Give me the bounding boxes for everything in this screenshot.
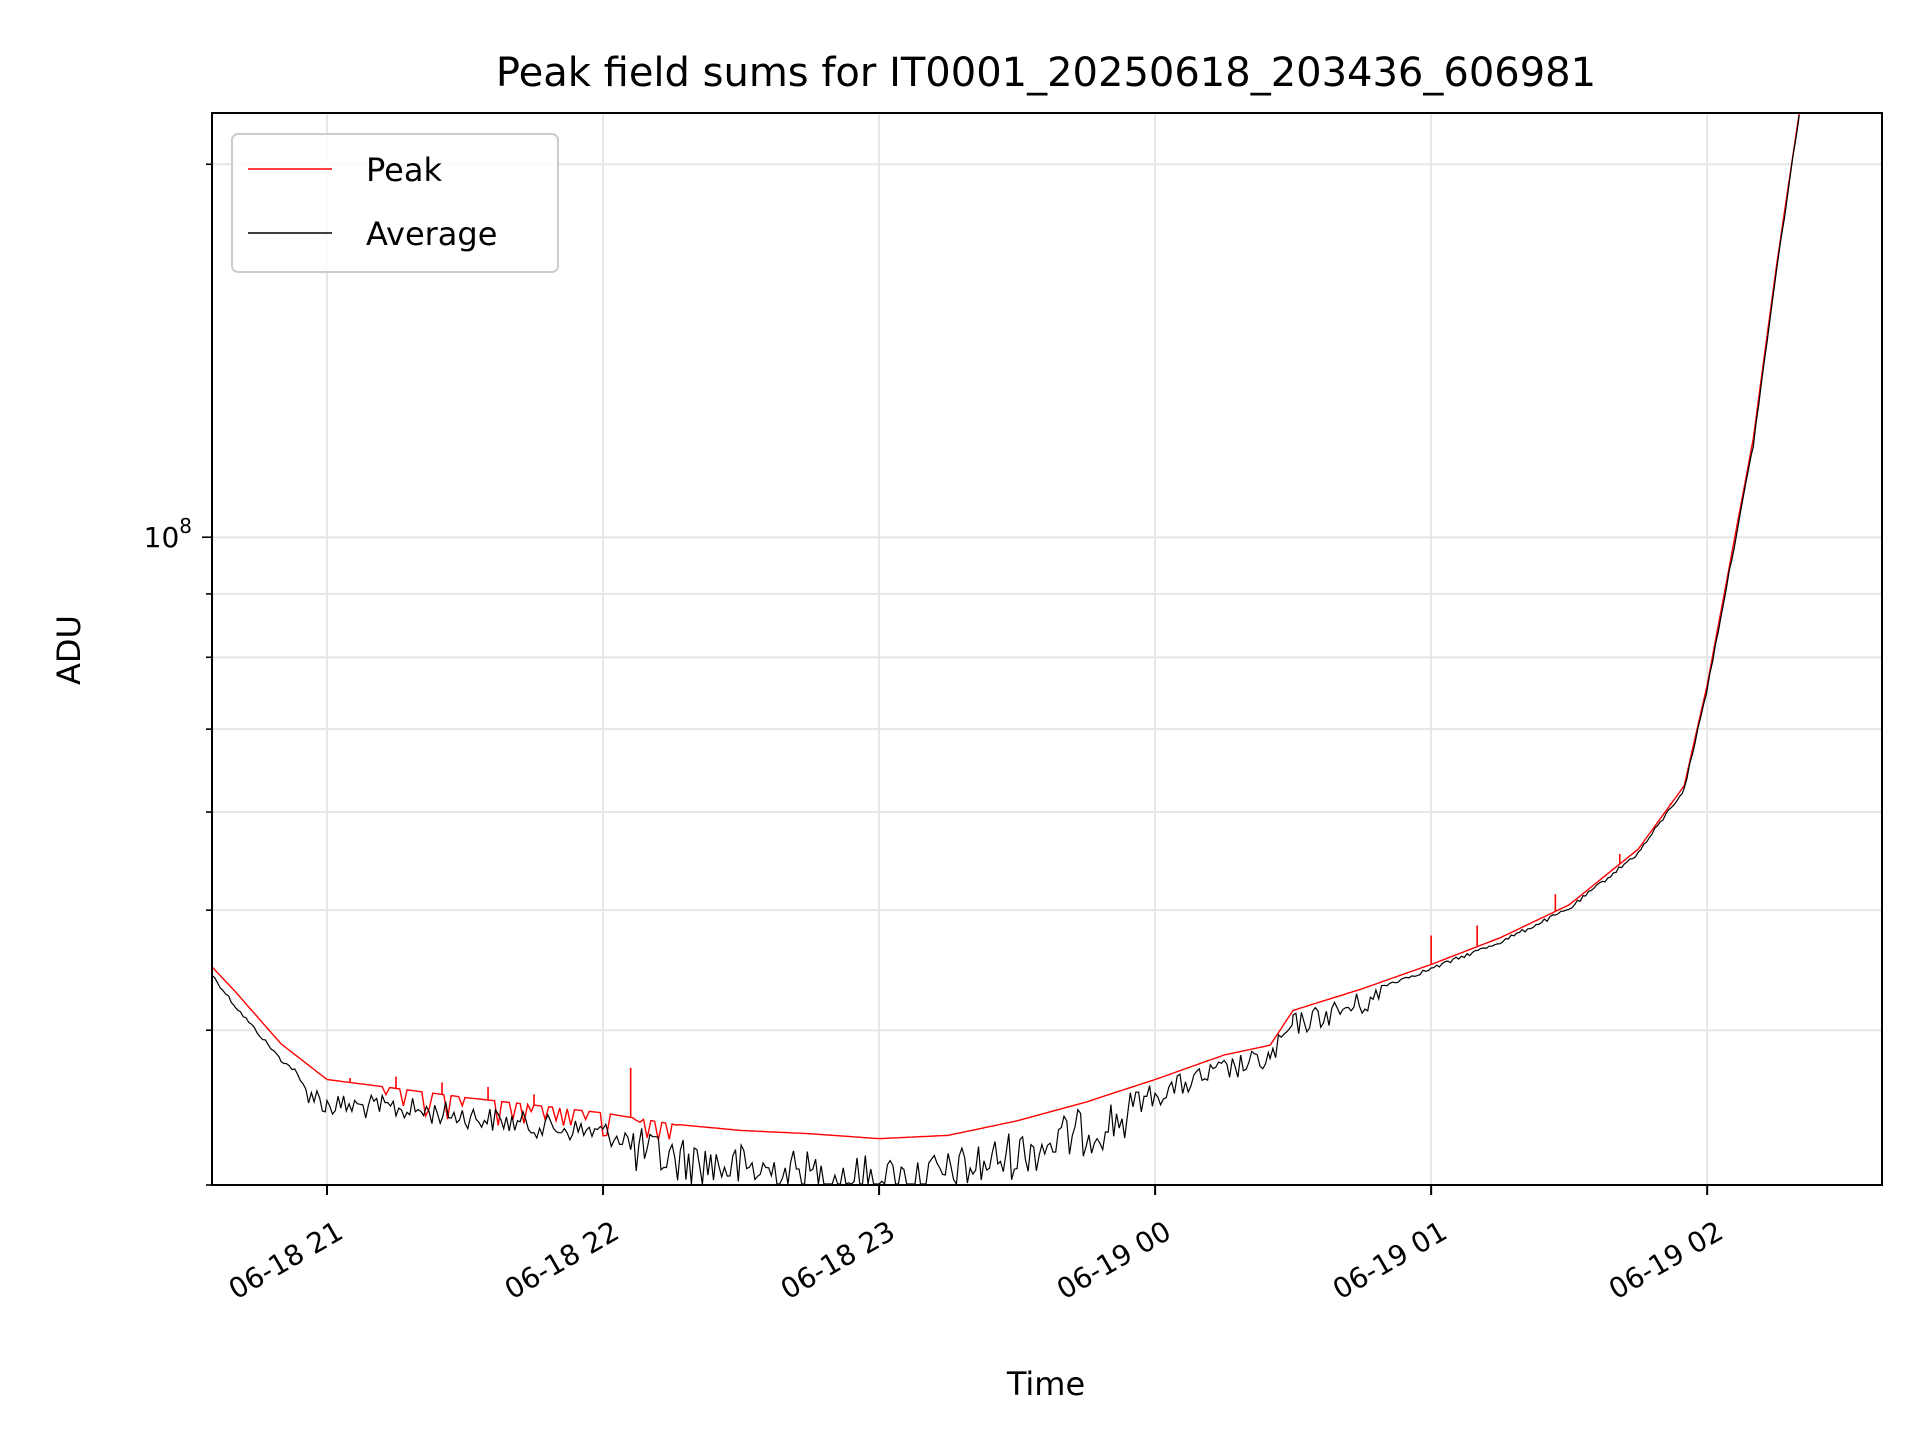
chart-title: Peak field sums for IT0001_20250618_2034… [496, 50, 1596, 96]
legend-label-average: Average [366, 215, 497, 253]
legend-label-peak: Peak [366, 151, 442, 189]
legend: Peak Average [231, 133, 559, 273]
grid-lines [212, 113, 1882, 1186]
series-layer [211, 113, 1800, 1186]
y-axis-title: ADU [50, 615, 88, 685]
x-axis-title: Time [1006, 1365, 1085, 1403]
y-axis: 108 [144, 163, 212, 1186]
series-line-peak [211, 113, 1800, 1141]
plot-frame [211, 112, 1883, 1186]
y-tick-label: 108 [144, 514, 192, 554]
series-line-average [211, 114, 1800, 1186]
